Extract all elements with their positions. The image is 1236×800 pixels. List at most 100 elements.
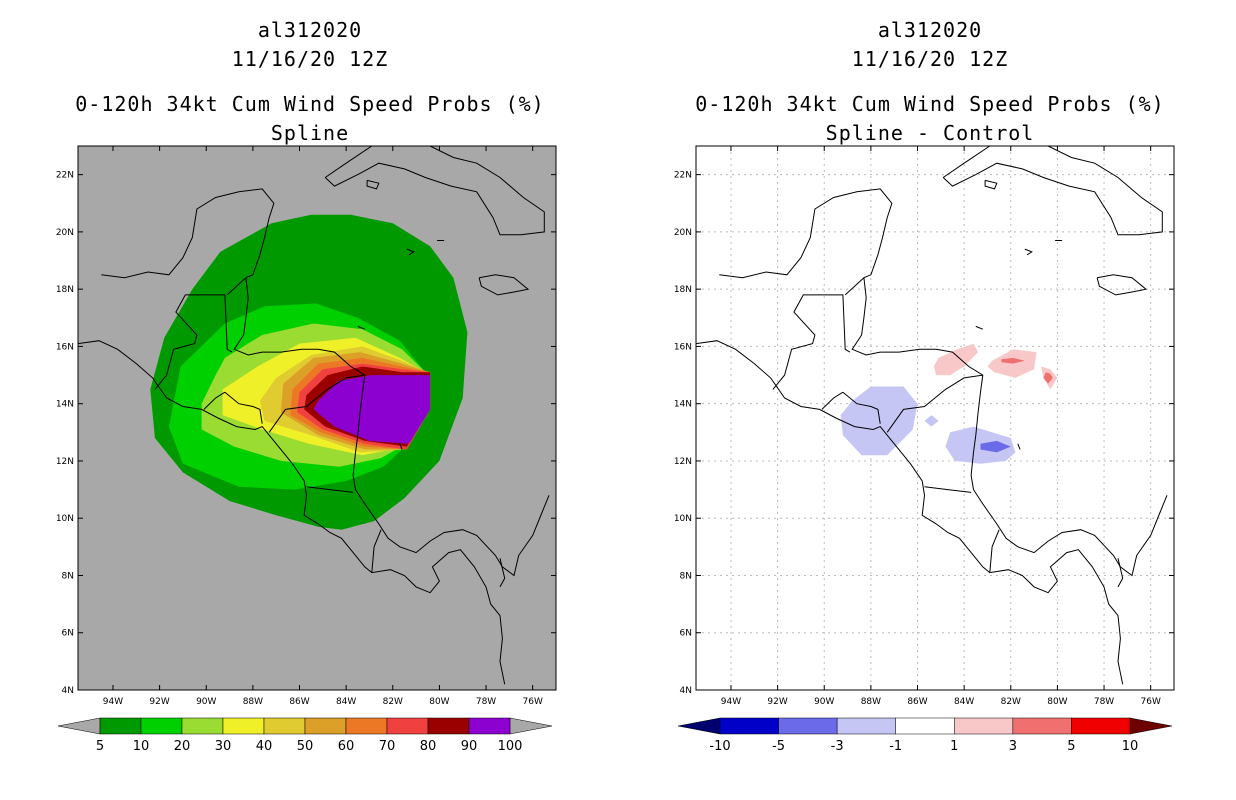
y-tick-label: 20N [56, 228, 74, 238]
colorbar-swatch-5 [1012, 717, 1072, 735]
x-tick-label: 94W [103, 697, 123, 707]
colorbar-label-3: 30 [215, 739, 232, 754]
right-colorbar: -10 -5 -3 -1 1 3 5 10 [677, 717, 1173, 754]
coastline-3 [1096, 274, 1148, 296]
y-tick-label: 22N [56, 171, 74, 181]
right-storm-id: al312020 [877, 18, 983, 42]
border-7 [1117, 558, 1124, 588]
x-tick-label: 90W [814, 697, 834, 707]
colorbar-swatch-2 [181, 717, 224, 735]
colorbar-swatch-4 [263, 717, 306, 735]
border-4 [268, 374, 365, 433]
colorbar-label-4: 40 [256, 739, 273, 754]
colorbar-swatch-5 [304, 717, 347, 735]
colorbar-label-1: 10 [133, 739, 150, 754]
coastline-2 [324, 146, 545, 236]
colorbar-label-7: 70 [379, 739, 396, 754]
x-tick-label: 76W [1141, 697, 1161, 707]
x-tick-label: 86W [907, 697, 927, 707]
colorbar-under-arrow [677, 717, 721, 735]
contour--3-2 [980, 440, 1011, 453]
right-date: 11/16/20 12Z [851, 47, 1009, 71]
x-tick-label: 84W [954, 697, 974, 707]
x-tick-label: 78W [476, 697, 496, 707]
left-storm-id: al312020 [257, 18, 363, 42]
coastline-3 [478, 274, 530, 296]
border-0 [154, 294, 233, 390]
y-tick-label: 10N [56, 514, 74, 524]
colorbar-label-0: 5 [96, 739, 104, 754]
x-tick-label: 86W [289, 697, 309, 707]
colorbar-label-2: -3 [831, 739, 844, 754]
x-tick-label: 92W [767, 697, 787, 707]
border-2 [224, 391, 263, 424]
colorbar-label-3: -1 [889, 739, 902, 754]
colorbar-over-arrow [509, 717, 553, 735]
coastline-1 [696, 340, 1124, 685]
map-frame [695, 145, 1175, 691]
x-tick-label: 82W [1001, 697, 1021, 707]
contour-90-9 [313, 375, 431, 444]
colorbar-swatch-7 [386, 717, 429, 735]
contour--1-1 [945, 426, 1016, 464]
left-colorbar: 5 10 20 30 40 50 60 70 80 90 100 [57, 717, 553, 754]
left-product: 0-120h 34kt Cum Wind Speed Probs (%) [75, 92, 545, 116]
colorbar-label-10: 100 [498, 739, 523, 754]
x-tick-label: 88W [861, 697, 881, 707]
x-tick-label: 80W [429, 697, 449, 707]
border-7 [499, 558, 506, 588]
y-tick-label: 8N [680, 571, 692, 581]
y-tick-label: 6N [62, 629, 74, 639]
colorbar-label-0: -10 [709, 739, 730, 754]
y-tick-label: 18N [674, 285, 692, 295]
x-tick-label: 80W [1047, 697, 1067, 707]
colorbar-label-6: 5 [1067, 739, 1075, 754]
x-tick-label: 78W [1094, 697, 1114, 707]
border-6 [371, 529, 382, 573]
coastline-5 [406, 248, 415, 256]
y-tick-label: 18N [56, 285, 74, 295]
x-tick-label: 76W [523, 697, 543, 707]
border-2 [842, 391, 881, 424]
y-tick-label: 16N [674, 342, 692, 352]
colorbar-label-6: 60 [338, 739, 355, 754]
x-tick-label: 84W [336, 697, 356, 707]
y-tick-label: 4N [680, 686, 692, 696]
colorbar-swatch-1 [778, 717, 838, 735]
x-tick-label: 82W [383, 697, 403, 707]
left-date: 11/16/20 12Z [231, 47, 389, 71]
colorbar-swatch-3 [222, 717, 265, 735]
y-tick-label: 6N [680, 629, 692, 639]
contour--1-0 [840, 386, 918, 456]
left-title-block: al312020 11/16/20 12Z 0-120h 34kt Cum Wi… [60, 16, 560, 148]
colorbar-swatch-0 [719, 717, 779, 735]
y-tick-label: 8N [62, 571, 74, 581]
y-tick-label: 22N [674, 171, 692, 181]
coastline-5 [1024, 248, 1033, 256]
right-title-block: al312020 11/16/20 12Z 0-120h 34kt Cum Wi… [680, 16, 1180, 148]
coastline-8 [1017, 443, 1021, 450]
y-tick-label: 4N [62, 686, 74, 696]
right-method: Spline - Control [825, 121, 1035, 145]
colorbar-swatch-9 [468, 717, 511, 735]
colorbar-swatch-0 [99, 717, 142, 735]
contour-3-8 [1043, 372, 1053, 384]
x-tick-label: 90W [196, 697, 216, 707]
coastline-1 [78, 340, 506, 685]
x-tick-label: 88W [243, 697, 263, 707]
colorbar-swatch-1 [140, 717, 183, 735]
coastline-7 [357, 325, 365, 330]
y-tick-label: 20N [674, 228, 692, 238]
coastline-4 [984, 179, 998, 190]
colorbar-label-4: 1 [950, 739, 958, 754]
coastline-0 [101, 188, 550, 577]
coastline-7 [975, 325, 983, 330]
border-3 [821, 391, 844, 410]
colorbar-swatch-6 [1071, 717, 1131, 735]
colorbar-label-5: 50 [297, 739, 314, 754]
contour-1-4 [933, 343, 979, 376]
y-tick-label: 12N [674, 457, 692, 467]
border-1 [226, 277, 247, 296]
colorbar-over-arrow [1129, 717, 1173, 735]
colorbar-swatch-2 [836, 717, 896, 735]
